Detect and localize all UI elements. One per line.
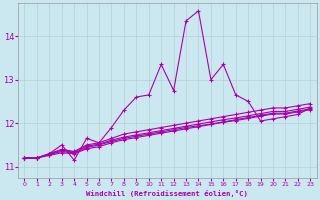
X-axis label: Windchill (Refroidissement éolien,°C): Windchill (Refroidissement éolien,°C) [86,190,248,197]
